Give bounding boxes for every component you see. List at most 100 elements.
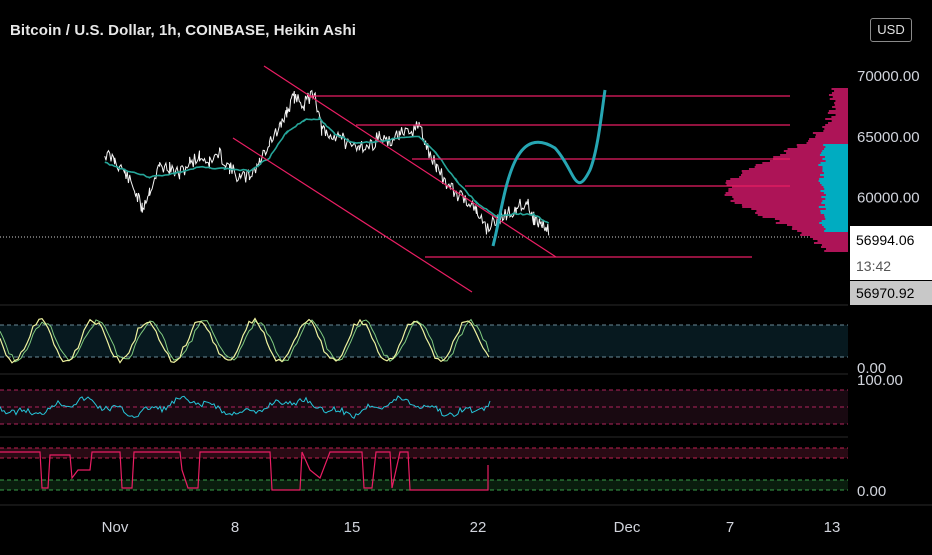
- volume-profile-bar: [831, 92, 848, 94]
- volume-profile-bar: [797, 230, 848, 232]
- volume-profile-bar: [754, 166, 848, 168]
- volume-profile-value-area-bar: [820, 212, 848, 214]
- volume-profile-value-area-bar: [823, 226, 848, 228]
- y-tick-label: 60000.00: [857, 190, 920, 207]
- volume-profile-bar: [751, 208, 848, 210]
- volume-profile-value-area-bar: [825, 198, 848, 200]
- volume-profile-bar: [827, 112, 848, 114]
- volume-profile-bar: [787, 224, 848, 226]
- volume-profile-bar: [725, 182, 848, 184]
- volume-profile-bar: [835, 114, 848, 116]
- osc1-signal-series: [0, 318, 490, 363]
- bar-countdown-label: 13:42: [850, 252, 932, 280]
- moving-average-series: [104, 116, 550, 224]
- volume-profile-bar: [834, 90, 848, 92]
- volume-profile-bar: [801, 232, 848, 234]
- osc-scale-label: 100.00: [857, 372, 903, 389]
- volume-profile-value-area-bar: [821, 152, 848, 154]
- volume-profile-bar: [817, 240, 848, 242]
- volume-profile-bar: [809, 138, 848, 140]
- volume-profile-bar: [825, 124, 848, 126]
- volume-profile-bar: [773, 158, 848, 160]
- volume-profile-value-area-bar: [824, 148, 848, 150]
- volume-profile-bar: [732, 196, 848, 198]
- volume-profile-bar: [792, 226, 848, 228]
- volume-profile-value-area-bar: [818, 164, 848, 166]
- volume-profile-bar: [832, 106, 848, 108]
- volume-profile-bar: [800, 234, 848, 236]
- volume-profile-bar: [756, 210, 848, 212]
- volume-profile-bar: [786, 152, 848, 154]
- volume-profile-value-area-bar: [821, 196, 848, 198]
- volume-profile-value-area-bar: [824, 230, 848, 232]
- osc3-upper-band: [0, 448, 848, 458]
- volume-profile-bar: [783, 150, 848, 152]
- volume-profile-bar: [812, 238, 848, 240]
- volume-profile-value-area-bar: [824, 216, 848, 218]
- volume-profile-bar: [732, 186, 848, 188]
- volume-profile-value-area-bar: [825, 194, 848, 196]
- x-tick-label: 8: [231, 519, 239, 536]
- volume-profile-value-area-bar: [823, 144, 848, 146]
- x-tick-label: Nov: [102, 519, 129, 536]
- volume-profile-bar: [831, 120, 848, 122]
- volume-profile-bar: [813, 242, 848, 244]
- volume-profile-bar: [831, 116, 848, 118]
- x-tick-label: 13: [824, 519, 841, 536]
- volume-profile-bar: [728, 190, 848, 192]
- volume-profile-bar: [796, 144, 848, 146]
- volume-profile-bar: [748, 168, 848, 170]
- volume-profile-bar: [742, 206, 848, 208]
- secondary-price-label: 56970.92: [850, 281, 932, 305]
- volume-profile-bar: [769, 160, 848, 162]
- osc2-series: [0, 395, 491, 420]
- volume-profile-value-area-bar: [825, 146, 848, 148]
- volume-profile-bar: [740, 174, 848, 176]
- volume-profile-bar: [823, 130, 848, 132]
- volume-profile-bar: [791, 228, 848, 230]
- volume-profile-value-area-bar: [820, 190, 848, 192]
- volume-profile-bar: [725, 192, 848, 194]
- volume-profile-value-area-bar: [824, 188, 848, 190]
- volume-profile-bar: [730, 178, 848, 180]
- volume-profile-bar: [826, 248, 848, 250]
- currency-button[interactable]: USD: [870, 18, 912, 42]
- volume-profile-value-area-bar: [823, 176, 848, 178]
- volume-profile-bar: [773, 156, 848, 158]
- volume-profile-bar: [815, 134, 848, 136]
- y-tick-label: 65000.00: [857, 129, 920, 146]
- volume-profile-bar: [728, 188, 848, 190]
- volume-profile-bar: [806, 142, 848, 144]
- volume-profile-value-area-bar: [822, 166, 848, 168]
- volume-profile-value-area-bar: [822, 158, 848, 160]
- volume-profile-value-area-bar: [821, 184, 848, 186]
- volume-profile-value-area-bar: [820, 174, 848, 176]
- volume-profile-bar: [828, 94, 848, 96]
- volume-profile-bar: [824, 128, 848, 130]
- volume-profile-bar: [733, 198, 848, 200]
- volume-profile-bar: [774, 218, 848, 220]
- channel-lower-line: [232, 137, 473, 293]
- volume-profile-value-area-bar: [825, 228, 848, 230]
- volume-profile-bar: [755, 164, 848, 166]
- volume-profile-bar: [739, 176, 848, 178]
- volume-profile-bar: [726, 180, 848, 182]
- x-tick-label: 7: [726, 519, 734, 536]
- volume-profile-bar: [734, 202, 848, 204]
- volume-profile-value-area-bar: [820, 162, 848, 164]
- volume-profile-bar: [741, 204, 848, 206]
- volume-profile-bar: [741, 170, 848, 172]
- volume-profile-value-area-bar: [824, 156, 848, 158]
- y-tick-label: 70000.00: [857, 68, 920, 85]
- volume-profile-bar: [797, 146, 848, 148]
- volume-profile-value-area-bar: [823, 186, 848, 188]
- volume-profile-value-area-bar: [825, 218, 848, 220]
- volume-profile-value-area-bar: [819, 154, 848, 156]
- osc3-series: [0, 451, 489, 491]
- volume-profile-bar: [762, 216, 848, 218]
- volume-profile-bar: [822, 126, 848, 128]
- volume-profile-bar: [835, 108, 848, 110]
- osc-scale-label: 0.00: [857, 360, 886, 377]
